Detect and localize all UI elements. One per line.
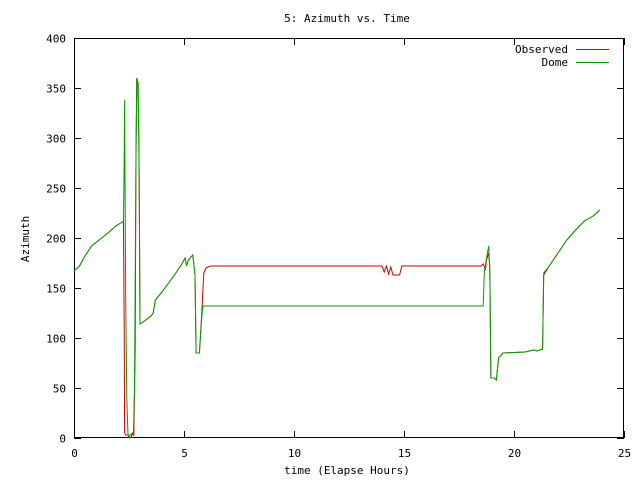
- x-axis-label: time (Elapse Hours): [284, 464, 410, 477]
- y-axis-label: Azimuth: [19, 216, 32, 262]
- x-tick-label: 5: [181, 447, 188, 460]
- series-line-observed: [73, 78, 601, 439]
- series-layer: [73, 77, 601, 439]
- legend-label-dome: Dome: [542, 56, 569, 69]
- x-tick-label: 0: [71, 447, 78, 460]
- y-tick-label: 50: [53, 383, 66, 396]
- series-line-dome: [73, 77, 601, 439]
- x-tick-label: 15: [398, 447, 411, 460]
- axis-ticks: 0 50 100 150 200 250 300 350 400 0 5 10 15 20 25: [46, 33, 631, 461]
- chart-title: 5: Azimuth vs. Time: [284, 12, 410, 25]
- plot-frame: [74, 38, 624, 438]
- y-tick-label: 400: [46, 33, 66, 46]
- y-tick-label: 200: [46, 233, 66, 246]
- x-tick-label: 20: [508, 447, 521, 460]
- y-tick-label: 150: [46, 283, 66, 296]
- y-tick-label: 350: [46, 83, 66, 96]
- y-tick-label: 0: [59, 433, 66, 446]
- legend-label-observed: Observed: [515, 43, 568, 56]
- y-tick-label: 100: [46, 333, 66, 346]
- x-tick-label: 10: [288, 447, 301, 460]
- x-tick-label: 25: [618, 447, 631, 460]
- y-tick-label: 250: [46, 183, 66, 196]
- y-tick-label: 300: [46, 133, 66, 146]
